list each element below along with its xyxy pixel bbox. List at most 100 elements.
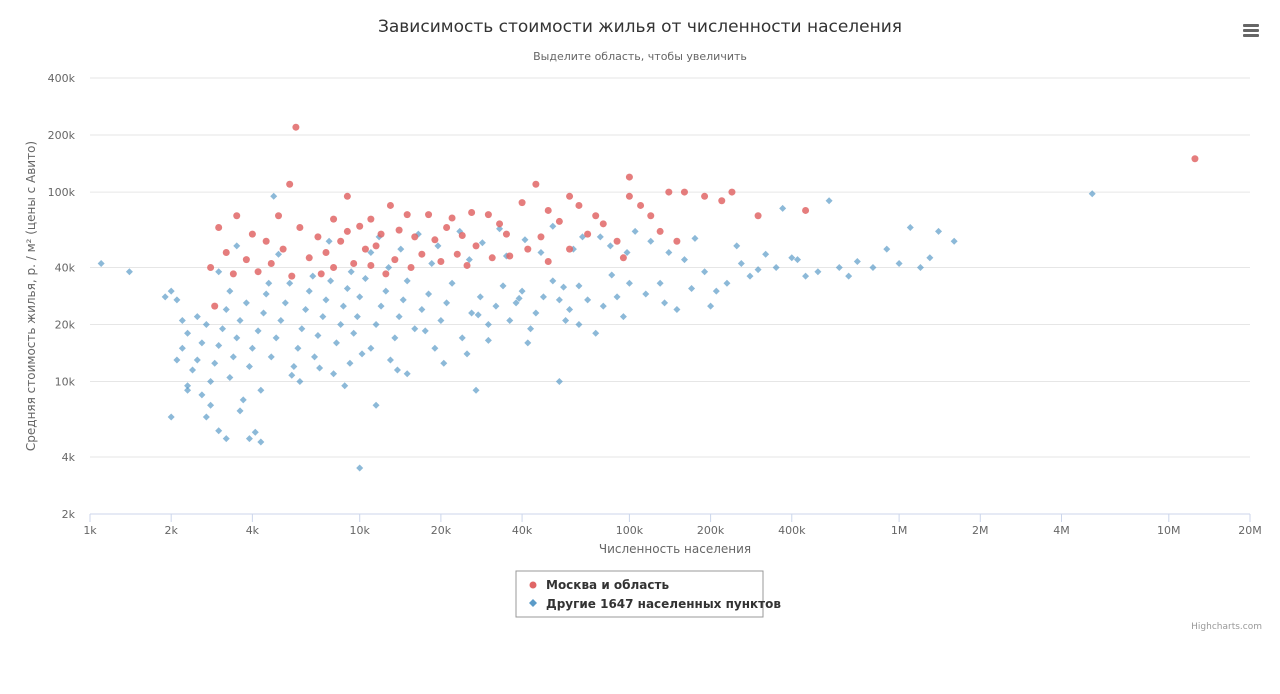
data-point[interactable] xyxy=(367,215,375,223)
data-point[interactable] xyxy=(425,211,433,219)
data-point[interactable] xyxy=(474,311,482,319)
data-point[interactable] xyxy=(296,224,304,232)
data-point[interactable] xyxy=(350,259,358,267)
data-point[interactable] xyxy=(202,321,210,329)
data-point[interactable] xyxy=(788,254,796,262)
data-point[interactable] xyxy=(691,234,699,242)
data-point[interactable] xyxy=(472,242,480,250)
data-point[interactable] xyxy=(265,279,273,287)
data-point[interactable] xyxy=(656,279,664,287)
data-point[interactable] xyxy=(673,237,681,245)
data-point[interactable] xyxy=(386,356,394,364)
data-point[interactable] xyxy=(161,293,169,301)
data-point[interactable] xyxy=(322,248,330,256)
data-point[interactable] xyxy=(448,214,456,222)
data-point[interactable] xyxy=(343,192,351,200)
data-point[interactable] xyxy=(202,413,210,421)
data-point[interactable] xyxy=(566,192,574,200)
data-point[interactable] xyxy=(377,302,385,310)
data-point[interactable] xyxy=(337,321,345,329)
data-point[interactable] xyxy=(465,256,473,264)
data-point[interactable] xyxy=(339,302,347,310)
data-point[interactable] xyxy=(207,378,215,386)
data-point[interactable] xyxy=(869,263,877,271)
hamburger-menu-icon[interactable] xyxy=(1238,20,1264,42)
data-point[interactable] xyxy=(397,245,405,253)
data-point[interactable] xyxy=(233,212,241,220)
data-point[interactable] xyxy=(341,382,349,390)
data-point[interactable] xyxy=(431,236,439,244)
data-point[interactable] xyxy=(484,211,492,219)
data-point[interactable] xyxy=(443,299,451,307)
data-point[interactable] xyxy=(895,259,903,267)
credits-link[interactable]: Highcharts.com xyxy=(1191,622,1262,632)
data-point[interactable] xyxy=(506,252,514,260)
data-point[interactable] xyxy=(625,279,633,287)
data-point[interactable] xyxy=(332,339,340,347)
data-point[interactable] xyxy=(211,359,219,367)
data-point[interactable] xyxy=(608,271,616,279)
data-point[interactable] xyxy=(625,192,633,200)
data-point[interactable] xyxy=(262,237,270,245)
data-point[interactable] xyxy=(555,378,563,386)
data-point[interactable] xyxy=(254,268,262,276)
data-point[interactable] xyxy=(443,224,451,232)
data-point[interactable] xyxy=(262,290,270,298)
data-point[interactable] xyxy=(125,268,133,276)
data-point[interactable] xyxy=(506,317,514,325)
data-point[interactable] xyxy=(382,287,390,295)
data-point[interactable] xyxy=(305,254,313,262)
data-point[interactable] xyxy=(575,282,583,290)
data-point[interactable] xyxy=(544,206,552,214)
data-point[interactable] xyxy=(802,272,810,280)
data-point[interactable] xyxy=(723,279,731,287)
data-point[interactable] xyxy=(825,197,833,205)
data-point[interactable] xyxy=(512,299,520,307)
data-point[interactable] xyxy=(733,242,741,250)
data-point[interactable] xyxy=(330,370,338,378)
data-point[interactable] xyxy=(746,272,754,280)
data-point[interactable] xyxy=(347,268,355,276)
data-point[interactable] xyxy=(737,259,745,267)
data-point[interactable] xyxy=(353,313,361,321)
data-point[interactable] xyxy=(468,309,476,317)
data-point[interactable] xyxy=(296,378,304,386)
data-point[interactable] xyxy=(472,386,480,394)
data-point[interactable] xyxy=(492,302,500,310)
data-point[interactable] xyxy=(251,428,259,436)
data-point[interactable] xyxy=(453,250,461,258)
data-point[interactable] xyxy=(428,259,436,267)
data-point[interactable] xyxy=(391,256,399,264)
data-point[interactable] xyxy=(434,242,442,250)
data-point[interactable] xyxy=(802,206,810,214)
data-point[interactable] xyxy=(935,227,943,235)
data-point[interactable] xyxy=(584,230,592,238)
data-point[interactable] xyxy=(916,263,924,271)
data-point[interactable] xyxy=(754,266,762,274)
data-point[interactable] xyxy=(661,299,669,307)
data-point[interactable] xyxy=(346,359,354,367)
data-point[interactable] xyxy=(613,237,621,245)
data-point[interactable] xyxy=(578,233,586,241)
data-point[interactable] xyxy=(290,363,298,371)
data-point[interactable] xyxy=(382,270,390,278)
data-point[interactable] xyxy=(184,386,192,394)
data-point[interactable] xyxy=(367,261,375,269)
data-point[interactable] xyxy=(317,270,325,278)
data-point[interactable] xyxy=(178,317,186,325)
data-point[interactable] xyxy=(463,261,471,269)
data-point[interactable] xyxy=(288,272,296,280)
data-point[interactable] xyxy=(853,258,861,266)
data-point[interactable] xyxy=(279,245,287,253)
data-point[interactable] xyxy=(707,302,715,310)
data-point[interactable] xyxy=(437,317,445,325)
data-point[interactable] xyxy=(524,245,532,253)
data-point[interactable] xyxy=(257,438,265,446)
data-point[interactable] xyxy=(314,332,322,340)
data-point[interactable] xyxy=(403,211,411,219)
data-point[interactable] xyxy=(356,222,364,230)
data-point[interactable] xyxy=(377,230,385,238)
data-point[interactable] xyxy=(718,197,726,205)
data-point[interactable] xyxy=(476,293,484,301)
data-point[interactable] xyxy=(549,222,557,230)
